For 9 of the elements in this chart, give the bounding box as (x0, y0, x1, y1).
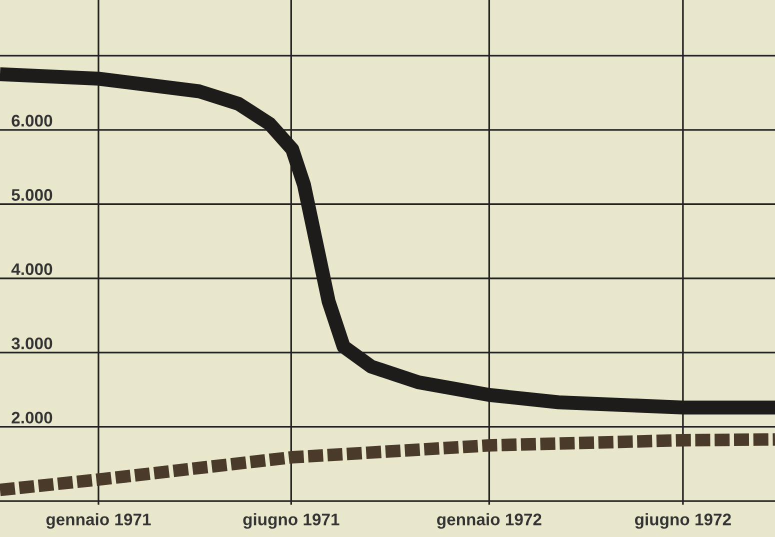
x-tick-label: gennaio 1971 (46, 513, 151, 529)
x-tick-label: giugno 1971 (243, 513, 340, 529)
x-tick-label: giugno 1972 (635, 513, 731, 529)
y-tick-label: 5.000 (12, 189, 52, 201)
y-tick-label: 2.000 (12, 412, 52, 424)
y-tick-label: 6.000 (12, 114, 52, 127)
x-tick-label: gennaio 1972 (437, 513, 542, 529)
y-tick-label: 4.000 (11, 263, 52, 276)
y-tick-label: 3.000 (11, 338, 52, 350)
